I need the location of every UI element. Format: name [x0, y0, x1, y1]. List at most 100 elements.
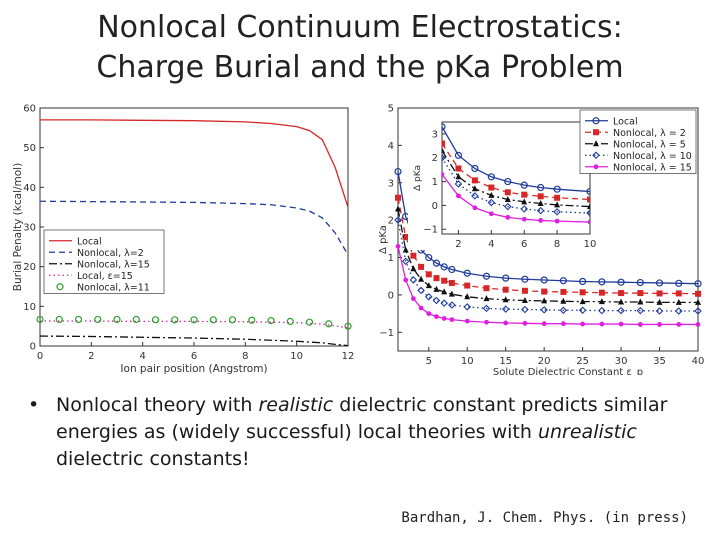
right-chart-inset-series-1-point [442, 123, 446, 131]
right-chart-inset-series-4-point [586, 209, 590, 217]
right-chart-series-4-point [521, 305, 529, 314]
right-chart-x-axis-label: Solute Dielectric Constant ε_p [493, 367, 643, 375]
right-chart-inset-series-3-point [442, 147, 445, 154]
right-chart-series-4-point [578, 306, 587, 315]
left-chart-x-axis-label: Ion pair position (Angstrom) [120, 363, 267, 375]
right-chart-series-5-point [449, 317, 455, 322]
right-chart-inset-series-2-point [554, 194, 561, 201]
right-chart-legend-marker [592, 117, 600, 125]
left-chart-series-line-1 [40, 119, 349, 208]
right-chart-inset-series-2-point [504, 189, 511, 196]
right-chart-series-5-point [637, 322, 643, 327]
left-chart-y-tick-label: 20 [23, 262, 36, 273]
right-chart-series-4-point [394, 216, 402, 224]
right-chart-series-5-point [484, 319, 489, 325]
right-chart-inset-series-3-point [537, 199, 544, 206]
right-chart-inset-series-2-point [521, 191, 528, 198]
right-chart-y-tick-label: 0 [388, 290, 394, 301]
right-chart-series-2-point [483, 285, 490, 292]
left-chart-series-group [36, 119, 352, 347]
right-chart-inset-series-3-point [521, 198, 528, 205]
left-chart-series-5-point [344, 322, 352, 330]
right-chart-series-5-point [522, 320, 528, 326]
left-chart-series-5-point [325, 320, 333, 328]
right-chart-series-4-point [463, 303, 472, 311]
right-chart-inset-series-2-point [455, 165, 462, 172]
right-chart-inset-series-5-point [488, 211, 494, 217]
right-chart-series-3-point [418, 275, 425, 282]
right-chart-y-tick-label: 3 [388, 178, 394, 189]
right-chart-series-1-point [463, 269, 471, 277]
right-chart-inset-series-2-point [587, 196, 590, 203]
right-chart-series-3-point [441, 288, 448, 295]
right-chart-series-5-point [560, 321, 566, 327]
right-chart-series-3-point [521, 297, 528, 304]
right-chart-x-tick-label: 40 [692, 356, 705, 367]
right-chart-series-5-point [434, 314, 439, 320]
right-chart-y-tick-label: 4 [388, 141, 394, 152]
right-chart-series-1-point [579, 277, 587, 286]
right-chart-x-tick-label: 10 [461, 356, 474, 367]
right-chart-series-3-point [618, 298, 625, 305]
right-chart-inset-series-2-point [488, 184, 495, 191]
right-chart-series-1-point [521, 275, 529, 283]
right-chart-series-4-point [440, 299, 448, 307]
right-chart-series-2-point [598, 289, 605, 296]
right-chart-inset-series-4-point [471, 192, 479, 200]
right-chart-series-3-point [464, 293, 471, 300]
right-chart-inset-series-line-2 [442, 143, 590, 201]
right-chart-inset-plot-frame [441, 121, 591, 235]
right-chart-series-5-point [657, 322, 662, 327]
right-chart-series-1-point [482, 272, 491, 280]
right-chart-series-4-point [636, 306, 645, 315]
left-chart-series-5-point [113, 315, 121, 324]
right-chart-series-2-point [618, 290, 625, 297]
right-chart-series-2-point [541, 288, 548, 295]
bullet-text: Nonlocal theory with realistic dielectri… [56, 392, 706, 473]
right-chart-legend-marker [593, 140, 599, 147]
right-chart-inset-series-line-1 [442, 126, 590, 193]
left-chart-y-tick-label: 0 [30, 342, 36, 353]
bullet-text-part-2: dielectric constant predicts similar ene… [56, 394, 668, 443]
right-chart-legend-label: Nonlocal, λ = 5 [613, 139, 686, 150]
right-chart-series-1-point [559, 277, 567, 285]
left-chart-y-tick-label: 40 [23, 183, 36, 194]
right-chart-inset-series-5-point [521, 216, 527, 222]
bullet-marker: • [28, 394, 40, 416]
right-chart-series-2-point [441, 277, 448, 284]
right-chart-series-2-point [433, 275, 440, 282]
right-chart-series-2-point [418, 263, 425, 270]
right-chart-inset-y-axis-label: Δ pKa [413, 165, 423, 191]
right-chart-inset-background [408, 114, 596, 250]
right-chart-inset-series-3-point [455, 173, 462, 180]
right-chart-inset-series-3-point [488, 191, 495, 198]
right-chart-series-4-point [401, 257, 410, 266]
right-chart-series-1-point [440, 263, 448, 271]
right-chart-series-1-point [394, 167, 402, 176]
right-chart-series-1-point [675, 279, 683, 287]
right-chart-series-2-point [502, 286, 509, 293]
left-chart-y-tick-label: 50 [23, 143, 36, 154]
right-chart-series-3-point [395, 205, 401, 212]
right-chart-series-1-point [448, 265, 456, 274]
right-chart-series-1-point [655, 279, 664, 287]
right-chart-series-5-point [580, 321, 586, 327]
right-chart-series-4-point [432, 296, 441, 305]
left-chart-series-5-point [171, 316, 179, 324]
right-chart-series-5-point [541, 321, 547, 327]
right-chart-series-3-point [502, 296, 509, 303]
right-chart-inset-series-3-point [471, 185, 478, 192]
right-chart-inset-series-1-point [487, 173, 495, 181]
title-line-2: Charge Burial and the pKa Problem [96, 50, 624, 85]
right-chart-series-5-point [418, 305, 424, 311]
right-chart-series-1-point [617, 278, 625, 286]
left-chart-series-5-point [305, 318, 314, 326]
right-chart-series-3-point [433, 285, 440, 292]
right-chart-inset-series-5-point [505, 214, 511, 220]
left-chart-x-tick-label: 0 [37, 351, 43, 362]
right-chart-series-2-point [395, 194, 401, 201]
right-chart-series-3-point [541, 297, 548, 304]
right-chart-inset-y-tick-label: 1 [432, 177, 438, 188]
right-chart-series-3-point [675, 298, 682, 305]
